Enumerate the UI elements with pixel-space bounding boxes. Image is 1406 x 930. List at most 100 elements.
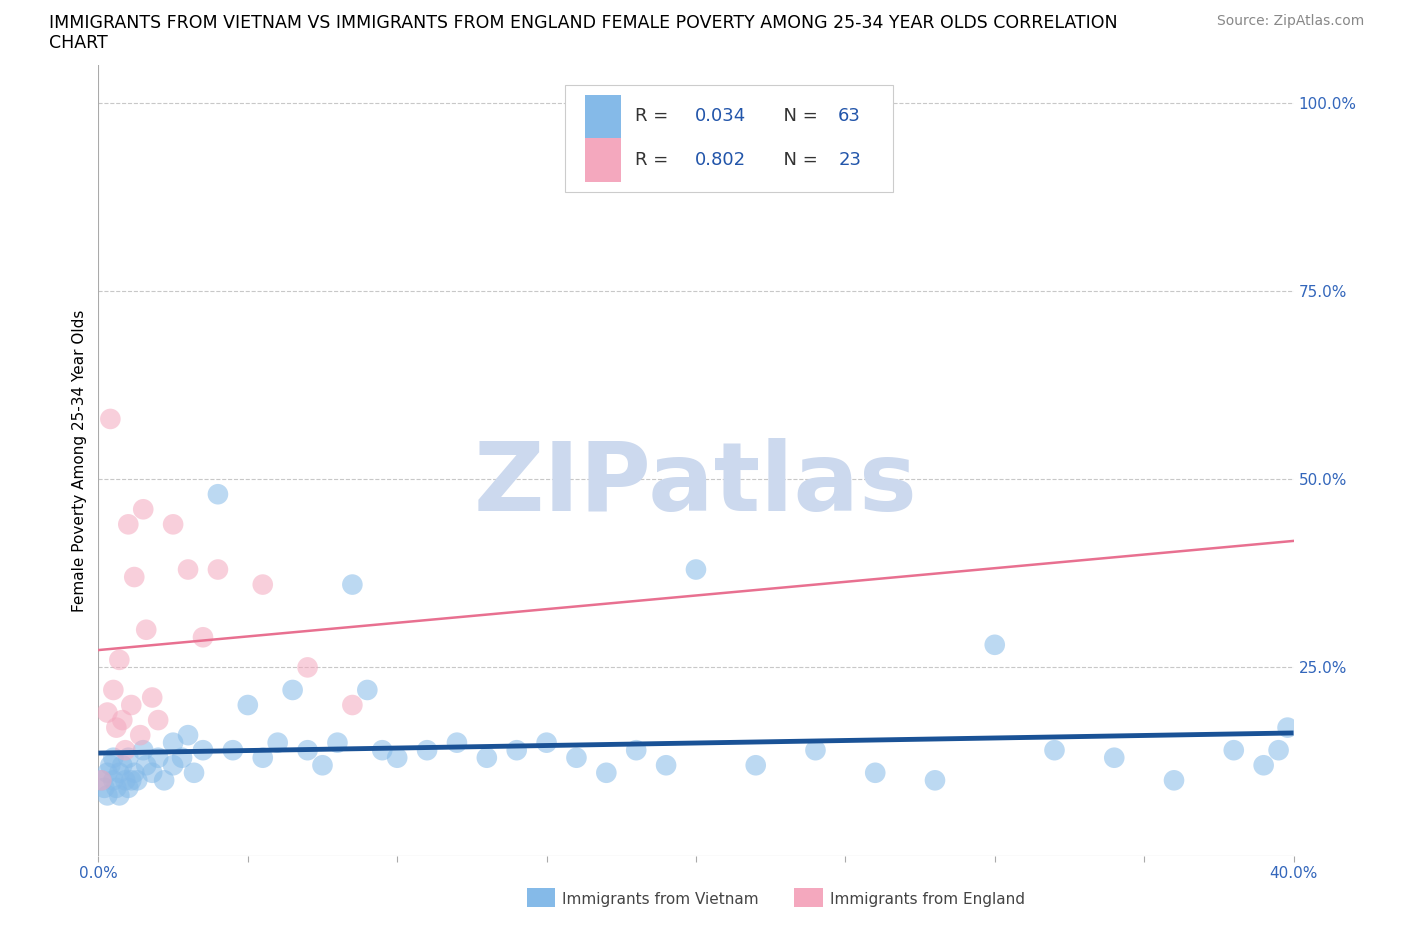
Point	[446, 736, 468, 751]
Point	[865, 765, 887, 780]
Point	[105, 720, 128, 735]
Point	[252, 751, 274, 765]
Point	[141, 765, 163, 780]
Point	[90, 773, 112, 788]
Point	[120, 773, 142, 788]
Point	[297, 660, 319, 675]
Point	[342, 578, 364, 592]
Point	[108, 653, 131, 668]
Bar	[585, 95, 620, 139]
Point	[297, 743, 319, 758]
Point	[114, 773, 136, 788]
Text: Source: ZipAtlas.com: Source: ZipAtlas.com	[1216, 14, 1364, 28]
Point	[177, 562, 200, 577]
Point	[103, 751, 125, 765]
Point	[207, 562, 229, 577]
Point	[267, 736, 290, 751]
Point	[1223, 743, 1246, 758]
Point	[162, 517, 184, 532]
Point	[745, 758, 768, 773]
Point	[108, 788, 131, 803]
Text: N =: N =	[772, 108, 824, 126]
Point	[311, 758, 333, 773]
Text: 63: 63	[838, 108, 860, 126]
Point	[207, 486, 229, 501]
Text: R =: R =	[636, 108, 673, 126]
Point	[93, 780, 115, 795]
Point	[148, 712, 170, 727]
Point	[132, 743, 155, 758]
Point	[565, 751, 588, 765]
Point	[111, 758, 134, 773]
Point	[117, 780, 139, 795]
Point	[595, 765, 617, 780]
Point	[120, 698, 142, 712]
Point	[96, 705, 118, 720]
Point	[105, 780, 128, 795]
Text: CHART: CHART	[49, 34, 108, 52]
Point	[111, 712, 134, 727]
Point	[96, 765, 118, 780]
Point	[132, 502, 155, 517]
Point	[90, 773, 112, 788]
Point	[124, 569, 146, 584]
Point	[281, 683, 304, 698]
Point	[117, 517, 139, 532]
Point	[342, 698, 364, 712]
Point	[141, 690, 163, 705]
Y-axis label: Female Poverty Among 25-34 Year Olds: Female Poverty Among 25-34 Year Olds	[72, 309, 87, 612]
Point	[371, 743, 394, 758]
Point	[685, 562, 707, 577]
Point	[183, 765, 205, 780]
Point	[1163, 773, 1185, 788]
Point	[127, 773, 149, 788]
FancyBboxPatch shape	[565, 85, 893, 192]
Point	[162, 758, 184, 773]
Text: R =: R =	[636, 151, 673, 169]
Point	[1043, 743, 1066, 758]
Point	[475, 751, 498, 765]
Point	[984, 637, 1007, 652]
Text: 0.034: 0.034	[695, 108, 747, 126]
Point	[96, 788, 118, 803]
Point	[655, 758, 678, 773]
Point	[1267, 743, 1289, 758]
Point	[191, 743, 214, 758]
Point	[129, 727, 152, 742]
Point	[135, 622, 157, 637]
Point	[1253, 758, 1275, 773]
Bar	[585, 139, 620, 181]
Text: Immigrants from Vietnam: Immigrants from Vietnam	[562, 892, 759, 907]
Point	[98, 411, 122, 426]
Point	[236, 698, 259, 712]
Point	[124, 765, 146, 780]
Point	[103, 773, 125, 788]
Point	[385, 751, 409, 765]
Point	[162, 736, 184, 751]
Text: IMMIGRANTS FROM VIETNAM VS IMMIGRANTS FROM ENGLAND FEMALE POVERTY AMONG 25-34 YE: IMMIGRANTS FROM VIETNAM VS IMMIGRANTS FR…	[49, 14, 1118, 32]
Point	[626, 743, 648, 758]
Point	[536, 736, 558, 751]
Point	[924, 773, 946, 788]
Text: 23: 23	[838, 151, 862, 169]
Point	[177, 727, 200, 742]
Point	[108, 765, 131, 780]
Point	[804, 743, 827, 758]
Text: 0.802: 0.802	[695, 151, 747, 169]
Point	[135, 758, 157, 773]
Text: Immigrants from England: Immigrants from England	[830, 892, 1025, 907]
Point	[222, 743, 245, 758]
Point	[326, 736, 349, 751]
Text: N =: N =	[772, 151, 824, 169]
Point	[103, 683, 125, 698]
Point	[252, 578, 274, 592]
Point	[416, 743, 439, 758]
Point	[148, 751, 170, 765]
Point	[1104, 751, 1126, 765]
Point	[191, 630, 214, 644]
Point	[172, 751, 194, 765]
Point	[1277, 720, 1299, 735]
Text: ZIPatlas: ZIPatlas	[474, 438, 918, 530]
Point	[356, 683, 378, 698]
Point	[114, 743, 136, 758]
